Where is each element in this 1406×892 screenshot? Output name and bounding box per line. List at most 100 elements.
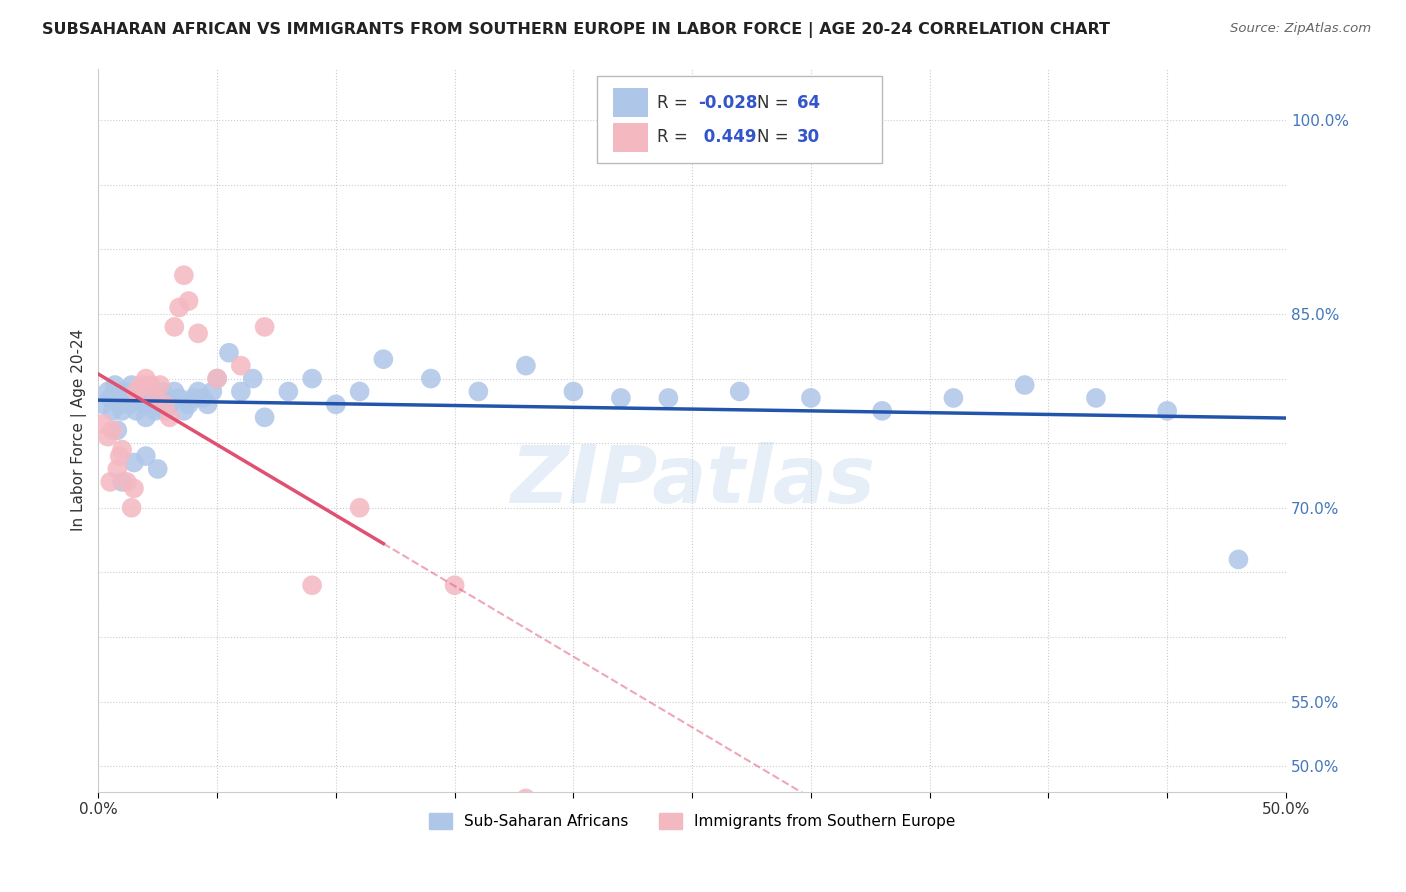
Point [205,371,228,385]
Point [111,475,134,489]
FancyBboxPatch shape [613,123,648,152]
Point [301,578,323,592]
Point [149,378,172,392]
Point [1227,552,1250,566]
Point [111,404,134,418]
Point [139,378,162,392]
Text: 30: 30 [797,128,820,146]
Point [301,371,323,385]
Point [135,410,157,425]
FancyBboxPatch shape [613,88,648,117]
Text: R =: R = [657,128,693,146]
Point [121,500,143,515]
Point [153,404,176,418]
Point [163,384,186,399]
Point [129,378,152,392]
Point [443,578,465,592]
FancyBboxPatch shape [598,76,882,162]
Point [173,268,195,283]
Point [562,384,585,399]
Point [1014,378,1036,392]
Point [515,359,537,373]
Point [159,410,181,425]
Point [142,391,165,405]
Point [97,430,120,444]
Point [129,391,152,405]
Point [125,384,148,399]
Point [229,359,252,373]
Point [1156,404,1178,418]
Point [114,384,136,399]
Point [205,371,228,385]
Point [167,301,190,315]
Point [191,391,214,405]
Point [146,462,169,476]
Point [98,475,121,489]
Point [104,378,127,392]
Point [105,423,128,437]
Text: Source: ZipAtlas.com: Source: ZipAtlas.com [1230,22,1371,36]
Point [349,500,371,515]
Point [349,384,371,399]
Point [143,404,166,418]
Point [97,384,120,399]
Point [136,391,159,405]
Point [197,397,219,411]
Point [163,319,186,334]
Point [253,319,276,334]
Point [218,345,240,359]
Point [167,391,190,405]
Text: N =: N = [758,128,794,146]
Text: R =: R = [657,94,693,112]
Point [135,371,157,385]
Point [149,391,172,405]
Point [139,384,162,399]
Point [325,397,347,411]
Point [177,294,200,309]
Legend: Sub-Saharan Africans, Immigrants from Southern Europe: Sub-Saharan Africans, Immigrants from So… [423,806,962,835]
Y-axis label: In Labor Force | Age 20-24: In Labor Force | Age 20-24 [72,329,87,532]
Point [728,384,751,399]
Point [152,384,174,399]
Text: 64: 64 [797,94,820,112]
Point [229,384,252,399]
Point [91,397,114,411]
Point [657,391,679,405]
Point [277,384,299,399]
Point [143,391,166,405]
Point [118,397,141,411]
Point [942,391,965,405]
Point [122,391,145,405]
Point [146,397,169,411]
Point [105,462,128,476]
Point [108,397,131,411]
Point [101,423,124,437]
Point [98,391,121,405]
Text: 0.449: 0.449 [699,128,756,146]
Text: SUBSAHARAN AFRICAN VS IMMIGRANTS FROM SOUTHERN EUROPE IN LABOR FORCE | AGE 20-24: SUBSAHARAN AFRICAN VS IMMIGRANTS FROM SO… [42,22,1111,38]
Point [122,482,145,496]
Point [373,352,395,367]
Point [115,391,138,405]
Point [101,404,124,418]
Point [153,397,176,411]
Point [121,378,143,392]
Point [128,384,150,399]
Point [173,404,195,418]
Point [91,417,114,431]
Text: -0.028: -0.028 [699,94,758,112]
Point [242,371,264,385]
Point [1084,391,1107,405]
Point [159,397,181,411]
Point [467,384,489,399]
Point [610,391,633,405]
Point [187,384,209,399]
Point [122,456,145,470]
Point [800,391,823,405]
Point [201,384,224,399]
Point [253,410,276,425]
Point [135,449,157,463]
Text: ZIPatlas: ZIPatlas [509,442,875,520]
Point [870,404,893,418]
Point [132,397,155,411]
